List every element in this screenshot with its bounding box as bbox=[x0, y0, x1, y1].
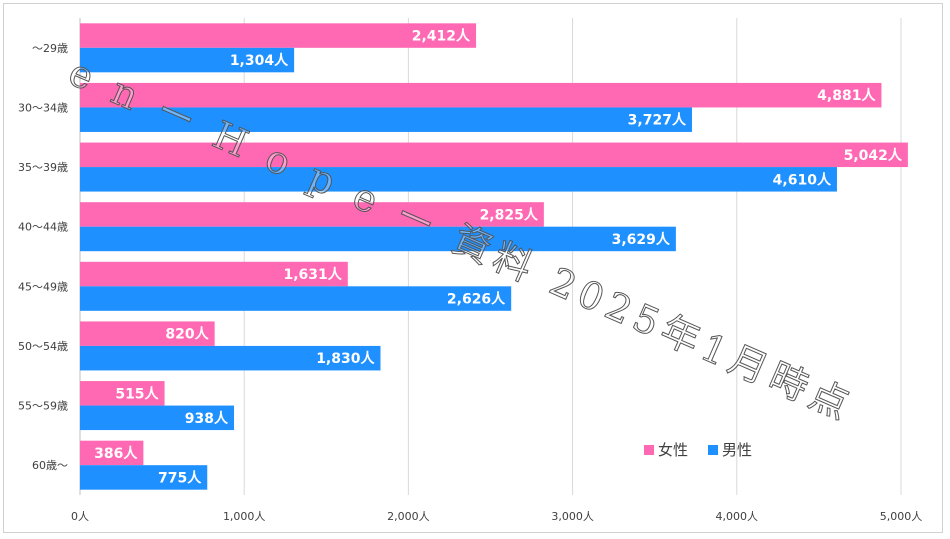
data-label: 4,610人 bbox=[773, 171, 832, 188]
data-label: 2,825人 bbox=[480, 206, 539, 223]
bar-female bbox=[80, 381, 165, 406]
bar-male bbox=[80, 405, 235, 431]
data-label: 1,631人 bbox=[284, 266, 343, 283]
data-label: 4,881人 bbox=[817, 87, 876, 104]
data-label: 1,304人 bbox=[230, 52, 289, 69]
x-tick-label: 3,000人 bbox=[551, 510, 594, 523]
data-label: 3,727人 bbox=[628, 112, 687, 129]
data-label: 2,626人 bbox=[447, 291, 506, 308]
bar-female bbox=[80, 142, 908, 168]
bar-male bbox=[80, 107, 692, 132]
chart-frame: 2,412人 1,304人 4,881人 3,727人 5,042人 4,610人 2,82… bbox=[3, 3, 943, 533]
category-label: 30～34歳 bbox=[18, 101, 68, 114]
x-tick-label: 5,000人 bbox=[880, 510, 923, 523]
category-label: 35～39歳 bbox=[18, 161, 68, 174]
category-labels: ～29歳 30～34歳 35～39歳 40～44歳 45～49歳 50～54歳 55～59歳… bbox=[18, 42, 68, 472]
bar-male bbox=[80, 465, 208, 490]
data-label: 938人 bbox=[185, 410, 229, 427]
x-tick-label: 0人 bbox=[71, 510, 89, 523]
legend: 女性 男性 bbox=[644, 441, 752, 459]
bar-female bbox=[80, 321, 215, 346]
data-label: 5,042人 bbox=[844, 147, 903, 164]
category-label: 55～59歳 bbox=[18, 400, 68, 413]
bar-male bbox=[80, 167, 837, 192]
category-label: 50～54歳 bbox=[18, 340, 68, 353]
legend-swatch bbox=[708, 445, 718, 455]
category-label: ～29歳 bbox=[32, 42, 68, 55]
x-tick-label: 1,000人 bbox=[223, 510, 266, 523]
data-label: 3,629人 bbox=[612, 231, 671, 248]
category-label: 60歳～ bbox=[32, 459, 68, 472]
bar-male bbox=[80, 286, 512, 311]
bar-female bbox=[80, 261, 348, 287]
x-tick-label: 4,000人 bbox=[716, 510, 759, 523]
legend-label: 女性 bbox=[658, 441, 688, 459]
bar-male bbox=[80, 226, 676, 252]
data-label: 515人 bbox=[115, 385, 159, 402]
legend-swatch bbox=[644, 445, 654, 455]
bars: 2,412人 1,304人 4,881人 3,727人 5,042人 4,610人 2,82… bbox=[80, 23, 908, 490]
data-label: 386人 bbox=[94, 445, 138, 462]
x-tick-label: 2,000人 bbox=[387, 510, 430, 523]
data-label: 775人 bbox=[158, 469, 202, 486]
bar-chart: 2,412人 1,304人 4,881人 3,727人 5,042人 4,610人 2,82… bbox=[18, 18, 922, 523]
data-label: 1,830人 bbox=[316, 350, 375, 367]
x-tick-labels: 0人 1,000人 2,000人 3,000人 4,000人 5,000人 bbox=[71, 510, 922, 523]
bar-female bbox=[80, 440, 144, 466]
data-label: 2,412人 bbox=[412, 28, 471, 45]
data-label: 820人 bbox=[165, 326, 209, 343]
bar-male bbox=[80, 47, 295, 73]
category-label: 45～49歳 bbox=[18, 280, 68, 293]
category-label: 40～44歳 bbox=[18, 221, 68, 234]
bar-male bbox=[80, 345, 381, 371]
legend-label: 男性 bbox=[722, 441, 752, 459]
bar-female bbox=[80, 202, 544, 227]
bar-female bbox=[80, 23, 477, 48]
bar-female bbox=[80, 82, 882, 108]
